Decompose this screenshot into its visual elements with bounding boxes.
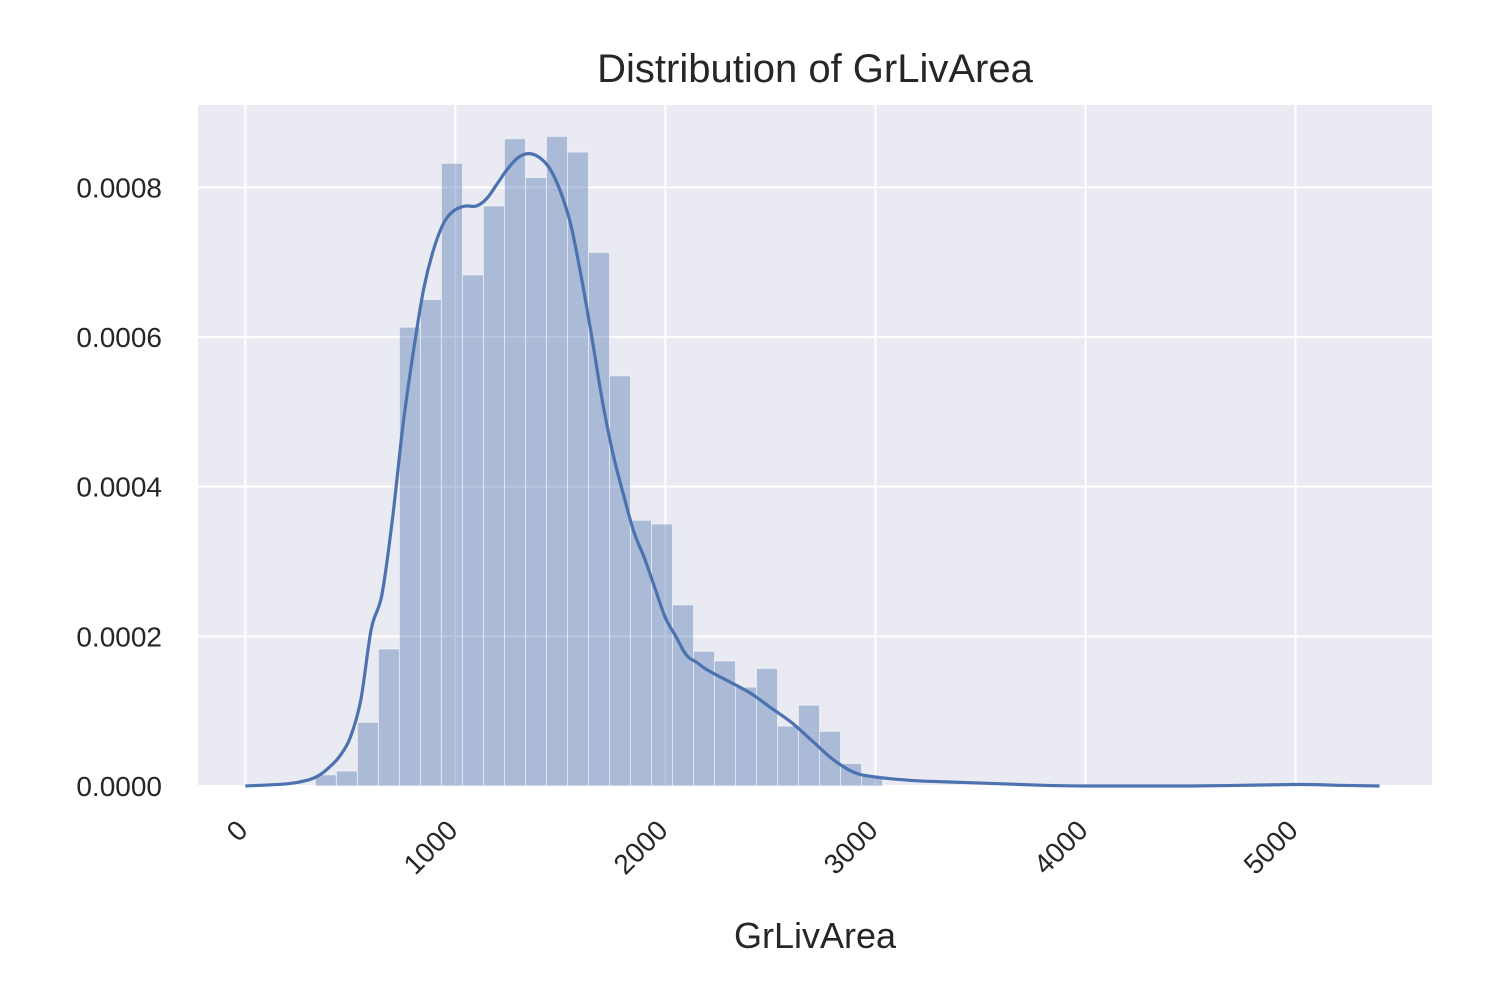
histogram-bar: [777, 725, 800, 787]
histogram-bar: [503, 138, 526, 787]
x-tick-label: 1000: [398, 814, 464, 880]
histogram-bar: [608, 375, 631, 787]
x-tick-label: 2000: [608, 814, 674, 880]
histogram-bars: [314, 135, 884, 787]
x-axis-ticks: 0 1000 2000 3000 4000 5000: [221, 814, 1304, 880]
histogram-bar: [566, 151, 589, 787]
histogram-bar: [734, 686, 758, 787]
y-tick-label: 0.0004: [76, 472, 162, 503]
plot-area: [198, 105, 1432, 786]
histogram-bar: [356, 721, 379, 787]
histogram-bar: [524, 177, 547, 787]
histogram-bar: [419, 299, 442, 787]
y-tick-label: 0.0002: [76, 621, 162, 652]
chart-title: Distribution of GrLivArea: [597, 47, 1033, 91]
x-tick-label: 4000: [1028, 814, 1094, 880]
histogram-bar: [482, 205, 505, 787]
histogram-bar: [650, 523, 673, 787]
histogram-bar: [377, 648, 400, 787]
histogram-bar: [461, 274, 484, 787]
x-tick-label: 0: [221, 814, 254, 847]
y-tick-label: 0.0008: [76, 172, 162, 203]
histogram-bar: [398, 326, 421, 787]
histogram-bar: [440, 162, 463, 787]
x-axis-label: GrLivArea: [734, 915, 897, 956]
histogram-bar: [335, 770, 358, 787]
x-tick-label: 5000: [1238, 814, 1304, 880]
histogram-bar: [671, 604, 694, 787]
y-tick-label: 0.0006: [76, 322, 162, 353]
gridlines: [198, 105, 1432, 787]
x-tick-label: 3000: [818, 814, 884, 880]
histogram-bar: [629, 519, 652, 787]
kde-curve: [245, 152, 1380, 788]
y-tick-label: 0.0000: [76, 771, 162, 802]
histogram-bar: [756, 668, 779, 787]
histogram-bar: [545, 135, 568, 787]
y-axis-ticks: 0.0000 0.0002 0.0004 0.0006 0.0008: [76, 172, 162, 802]
